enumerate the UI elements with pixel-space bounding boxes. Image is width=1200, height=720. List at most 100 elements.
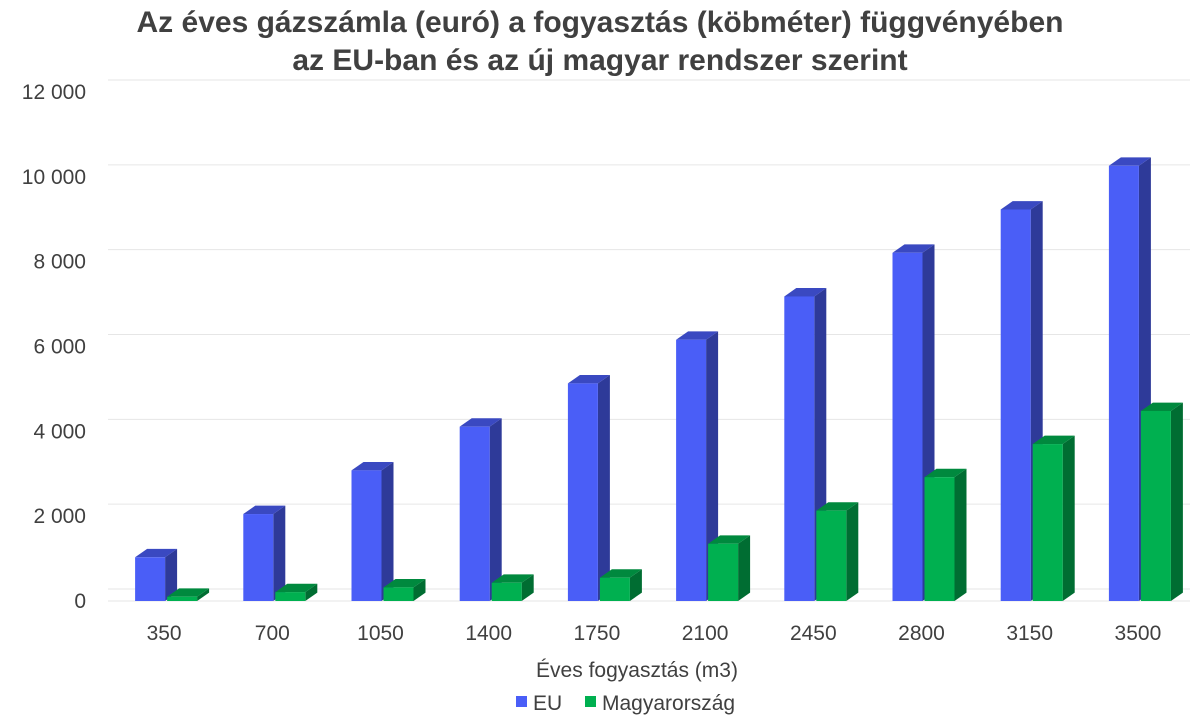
bar-front	[383, 587, 414, 601]
bar-top	[351, 461, 394, 471]
bar-front	[892, 252, 923, 602]
legend-entry-label: Magyarország	[602, 692, 735, 715]
bar-hu-350	[167, 588, 210, 601]
bar-side	[846, 502, 859, 601]
bar-front	[784, 296, 815, 601]
bar-side	[381, 461, 394, 601]
y-axis-ticks: 0 2 000 4 000 6 000 8 000 10 000 12 000	[22, 81, 86, 613]
y-tick-label: 0	[74, 590, 86, 613]
bar-top	[135, 548, 178, 558]
bar-top	[243, 505, 286, 515]
x-tick-label: 1400	[465, 622, 512, 645]
bar-front	[275, 592, 306, 601]
x-axis-label: Éves fogyasztás (m3)	[536, 659, 738, 682]
chart-title-line1: Az éves gázszámla (euró) a fogyasztás (k…	[136, 6, 1064, 39]
bar-side	[413, 579, 426, 601]
bar-hu-3500	[1140, 402, 1183, 601]
bar-front	[816, 510, 847, 601]
x-axis-ticks: 350 700 1050 1400 1750 2100 2450 2800 3150 3500	[147, 622, 1162, 645]
bar-front	[924, 477, 955, 601]
bar-hu-2450	[816, 502, 859, 601]
bar-side	[954, 468, 967, 601]
bar-eu-3500	[1108, 157, 1151, 601]
bar-front	[243, 514, 274, 601]
bar-top	[1108, 157, 1151, 166]
bar-top	[599, 569, 642, 578]
bar-front	[708, 543, 739, 601]
x-tick-label: 1050	[357, 622, 404, 645]
bar-side	[305, 583, 318, 601]
bar-side	[489, 418, 502, 601]
bar-top	[167, 588, 210, 597]
bar-side	[1062, 435, 1075, 601]
bar-side	[597, 375, 610, 601]
bar-eu-2100	[676, 331, 719, 601]
legend-swatch	[516, 696, 527, 707]
bar-top	[1140, 402, 1183, 411]
y-tick-label: 4 000	[33, 420, 86, 443]
bar-top	[383, 579, 426, 588]
bar-front	[167, 596, 198, 601]
bar-side	[706, 331, 719, 601]
y-tick-label: 2 000	[33, 505, 86, 528]
bar-eu-350	[135, 548, 178, 601]
bar-hu-700	[275, 583, 318, 601]
bar-side	[629, 569, 642, 601]
bar-eu-700	[243, 505, 286, 601]
legend-entry-label: EU	[533, 692, 562, 715]
bar-top	[1032, 435, 1075, 445]
bar-top	[924, 468, 967, 478]
bar-top	[1000, 201, 1043, 210]
x-tick-label: 350	[147, 622, 182, 645]
bar-hu-1050	[383, 579, 426, 601]
chart-title: Az éves gázszámla (euró) a fogyasztás (k…	[0, 4, 1200, 80]
bar-top	[816, 502, 859, 511]
bar-hu-2800	[924, 468, 967, 601]
bar-front	[599, 577, 630, 601]
bar-side	[197, 588, 210, 601]
bars	[135, 157, 1183, 602]
chart-title-line2: az EU-ban és az új magyar rendszer szeri…	[292, 44, 908, 77]
bar-side	[1170, 402, 1183, 601]
bar-front	[567, 383, 598, 601]
bar-eu-1400	[459, 418, 502, 601]
x-tick-label: 700	[255, 622, 290, 645]
bar-front	[1032, 444, 1063, 601]
y-tick-label: 6 000	[33, 336, 86, 359]
bar-top	[892, 244, 935, 253]
x-tick-label: 2800	[898, 622, 945, 645]
bar-hu-1750	[599, 569, 642, 601]
bar-front	[491, 582, 522, 601]
bar-front	[1108, 165, 1139, 601]
x-tick-label: 3150	[1006, 622, 1053, 645]
y-tick-label: 10 000	[22, 166, 86, 189]
bar-side	[521, 574, 534, 601]
bar-top	[459, 418, 502, 427]
bar-front	[135, 557, 166, 601]
bar-front	[1140, 410, 1171, 601]
legend-swatch	[585, 696, 596, 707]
x-tick-label: 2450	[790, 622, 837, 645]
bar-front	[1000, 209, 1031, 601]
bar-top	[275, 583, 318, 593]
bar-side	[273, 505, 286, 601]
bar-hu-2100	[708, 535, 751, 601]
bar-top	[784, 288, 827, 297]
legend: EU Magyarország	[516, 692, 735, 715]
bar-eu-1050	[351, 461, 394, 601]
bar-top	[491, 574, 534, 583]
x-tick-label: 1750	[574, 622, 621, 645]
bar-hu-1400	[491, 574, 534, 601]
bar-front	[676, 339, 707, 601]
bar-top	[708, 535, 751, 544]
x-tick-label: 2100	[682, 622, 729, 645]
x-tick-label: 3500	[1115, 622, 1162, 645]
bar-top	[676, 331, 719, 340]
y-tick-label: 8 000	[33, 251, 86, 274]
bar-front	[459, 426, 490, 601]
bar-eu-1750	[567, 375, 610, 601]
bar-top	[567, 375, 610, 384]
bar-front	[351, 470, 382, 601]
y-tick-label: 12 000	[22, 81, 86, 104]
